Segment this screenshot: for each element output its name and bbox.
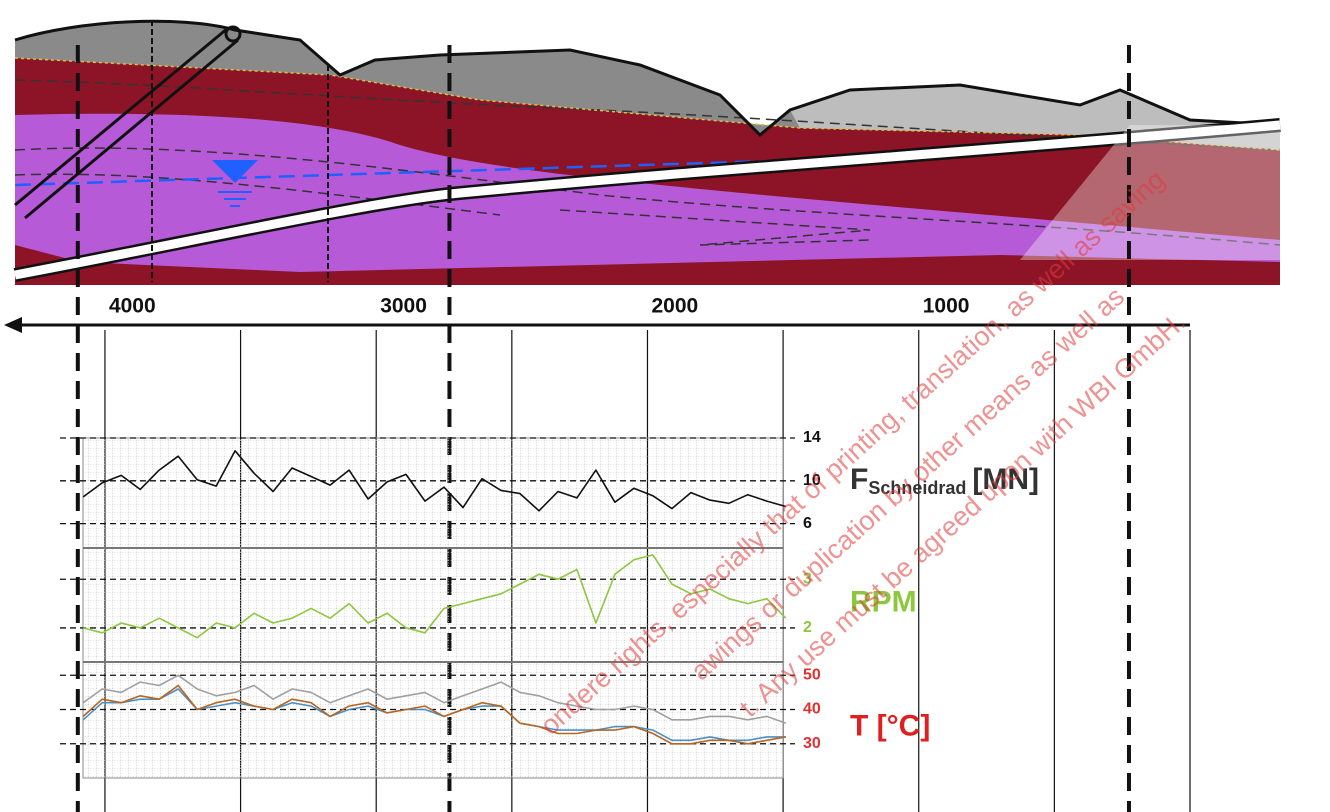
title-main: RPM — [850, 585, 917, 618]
y-tick-label: 14 — [803, 429, 821, 446]
y-tick-label: 40 — [803, 701, 821, 718]
charts: 14 10 6 FSchneidrad [MN] 3 2 RPM 50 40 30 T [°C] — [60, 429, 1039, 779]
chart-title: T [°C] — [850, 709, 930, 742]
x-tick-label: 2000 — [651, 295, 698, 318]
y-tick-label: 50 — [803, 666, 821, 683]
y-tick-label: 2 — [803, 619, 812, 636]
data-line — [82, 684, 786, 745]
x-tick-label: 3000 — [380, 295, 427, 318]
chart-title: RPM — [850, 585, 917, 618]
data-line — [83, 554, 787, 639]
data-line — [82, 450, 787, 512]
data-line — [82, 674, 787, 724]
distance-axis: 4000 3000 2000 1000 — [4, 45, 1191, 812]
geological-section — [13, 19, 1281, 286]
title-main: F — [850, 463, 868, 496]
x-tick-label: 1000 — [923, 295, 970, 318]
y-tick-label: 6 — [803, 515, 812, 532]
x-tick-label: 4000 — [109, 295, 156, 318]
chart-title: FSchneidrad [MN] — [850, 463, 1039, 498]
title-unit: [MN] — [972, 463, 1039, 496]
y-tick-label: 30 — [803, 735, 821, 752]
y-tick-label: 3 — [803, 570, 812, 587]
y-tick-label: 10 — [803, 472, 821, 489]
title-main: T [°C] — [850, 709, 930, 742]
title-subscript: Schneidrad — [868, 478, 966, 498]
